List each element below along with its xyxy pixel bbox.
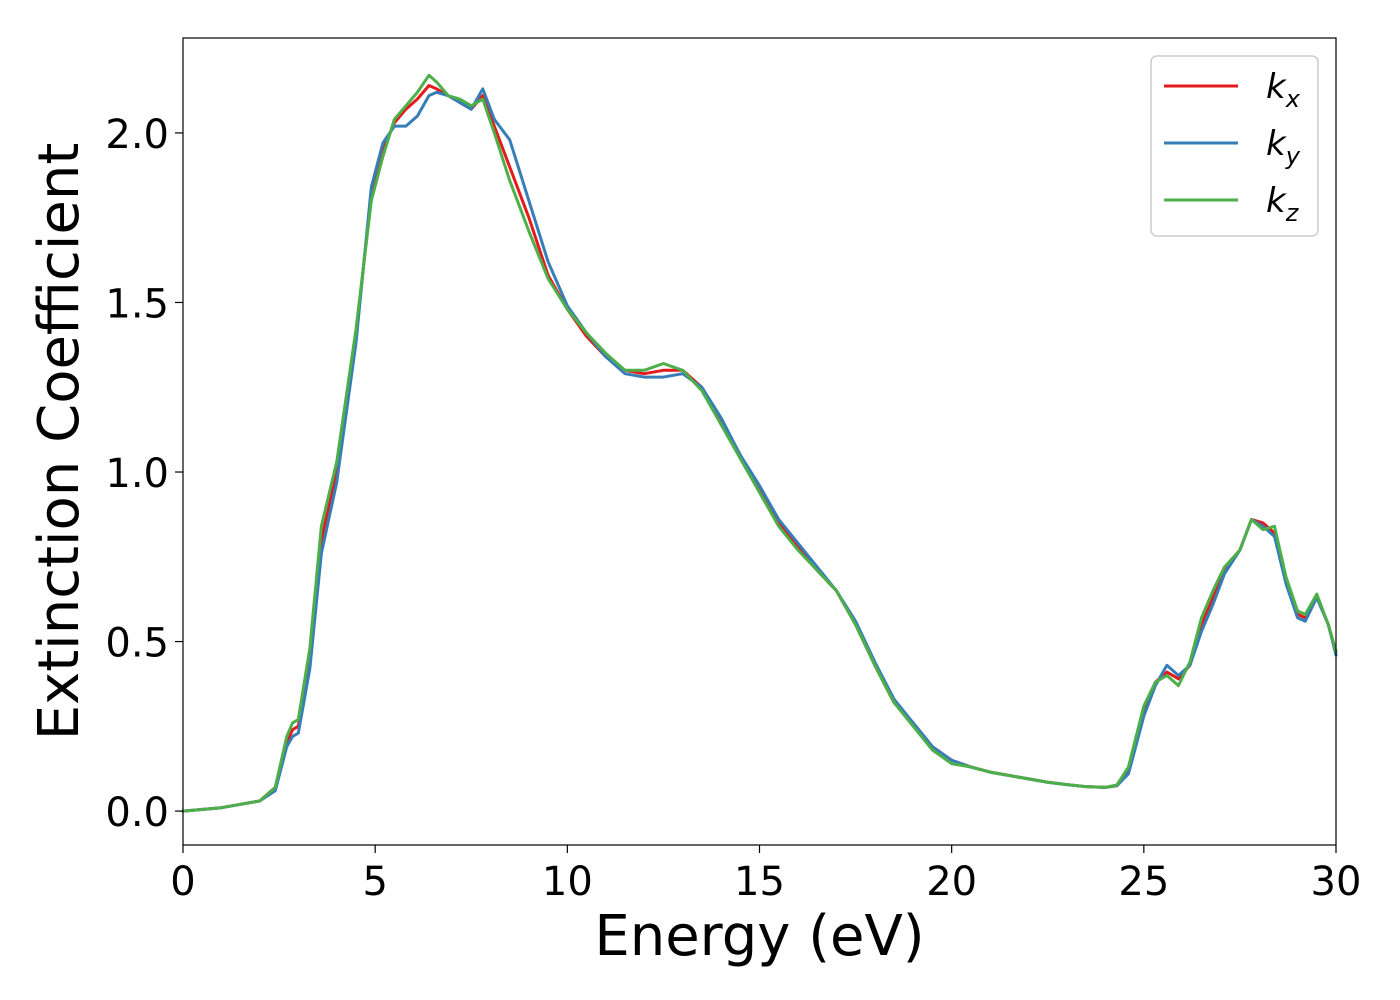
- legend-label-main: k: [1266, 67, 1287, 107]
- x-tick-label: 20: [926, 859, 977, 905]
- x-tick-label: 10: [542, 859, 593, 905]
- x-axis-title: Energy (eV): [594, 904, 924, 969]
- y-axis-title: Extinction Coefficient: [27, 143, 92, 741]
- y-tick-label: 2.0: [105, 112, 169, 158]
- legend-label-z: kz: [1266, 181, 1300, 227]
- y-tick-label: 1.5: [105, 281, 169, 327]
- series-line-z: [181, 73, 1338, 813]
- legend-label-sub: z: [1285, 199, 1300, 227]
- x-tick-label: 0: [170, 859, 195, 905]
- x-tick-label: 5: [362, 859, 387, 905]
- x-axis-ticks: 0 5 10 15 20 25 30: [170, 845, 1361, 905]
- series-line-y: [181, 87, 1338, 813]
- y-tick-label: 1.0: [105, 451, 169, 497]
- x-tick-label: 15: [734, 859, 785, 905]
- legend-label-y: ky: [1266, 124, 1301, 170]
- y-tick-label: 0.5: [105, 621, 169, 667]
- y-tick-label: 0.0: [105, 790, 169, 836]
- legend-label-x: kx: [1266, 67, 1301, 113]
- x-tick-label: 25: [1118, 859, 1169, 905]
- legend-label-sub: y: [1285, 142, 1301, 170]
- legend-frame: [1150, 55, 1319, 237]
- plot-lines: [181, 73, 1338, 813]
- legend-label-main: k: [1266, 124, 1287, 164]
- legend-label-sub: x: [1285, 85, 1301, 113]
- y-axis-ticks: 0.0 0.5 1.0 1.5 2.0: [105, 112, 183, 836]
- x-tick-label: 30: [1311, 859, 1362, 905]
- legend-label-main: k: [1266, 181, 1287, 221]
